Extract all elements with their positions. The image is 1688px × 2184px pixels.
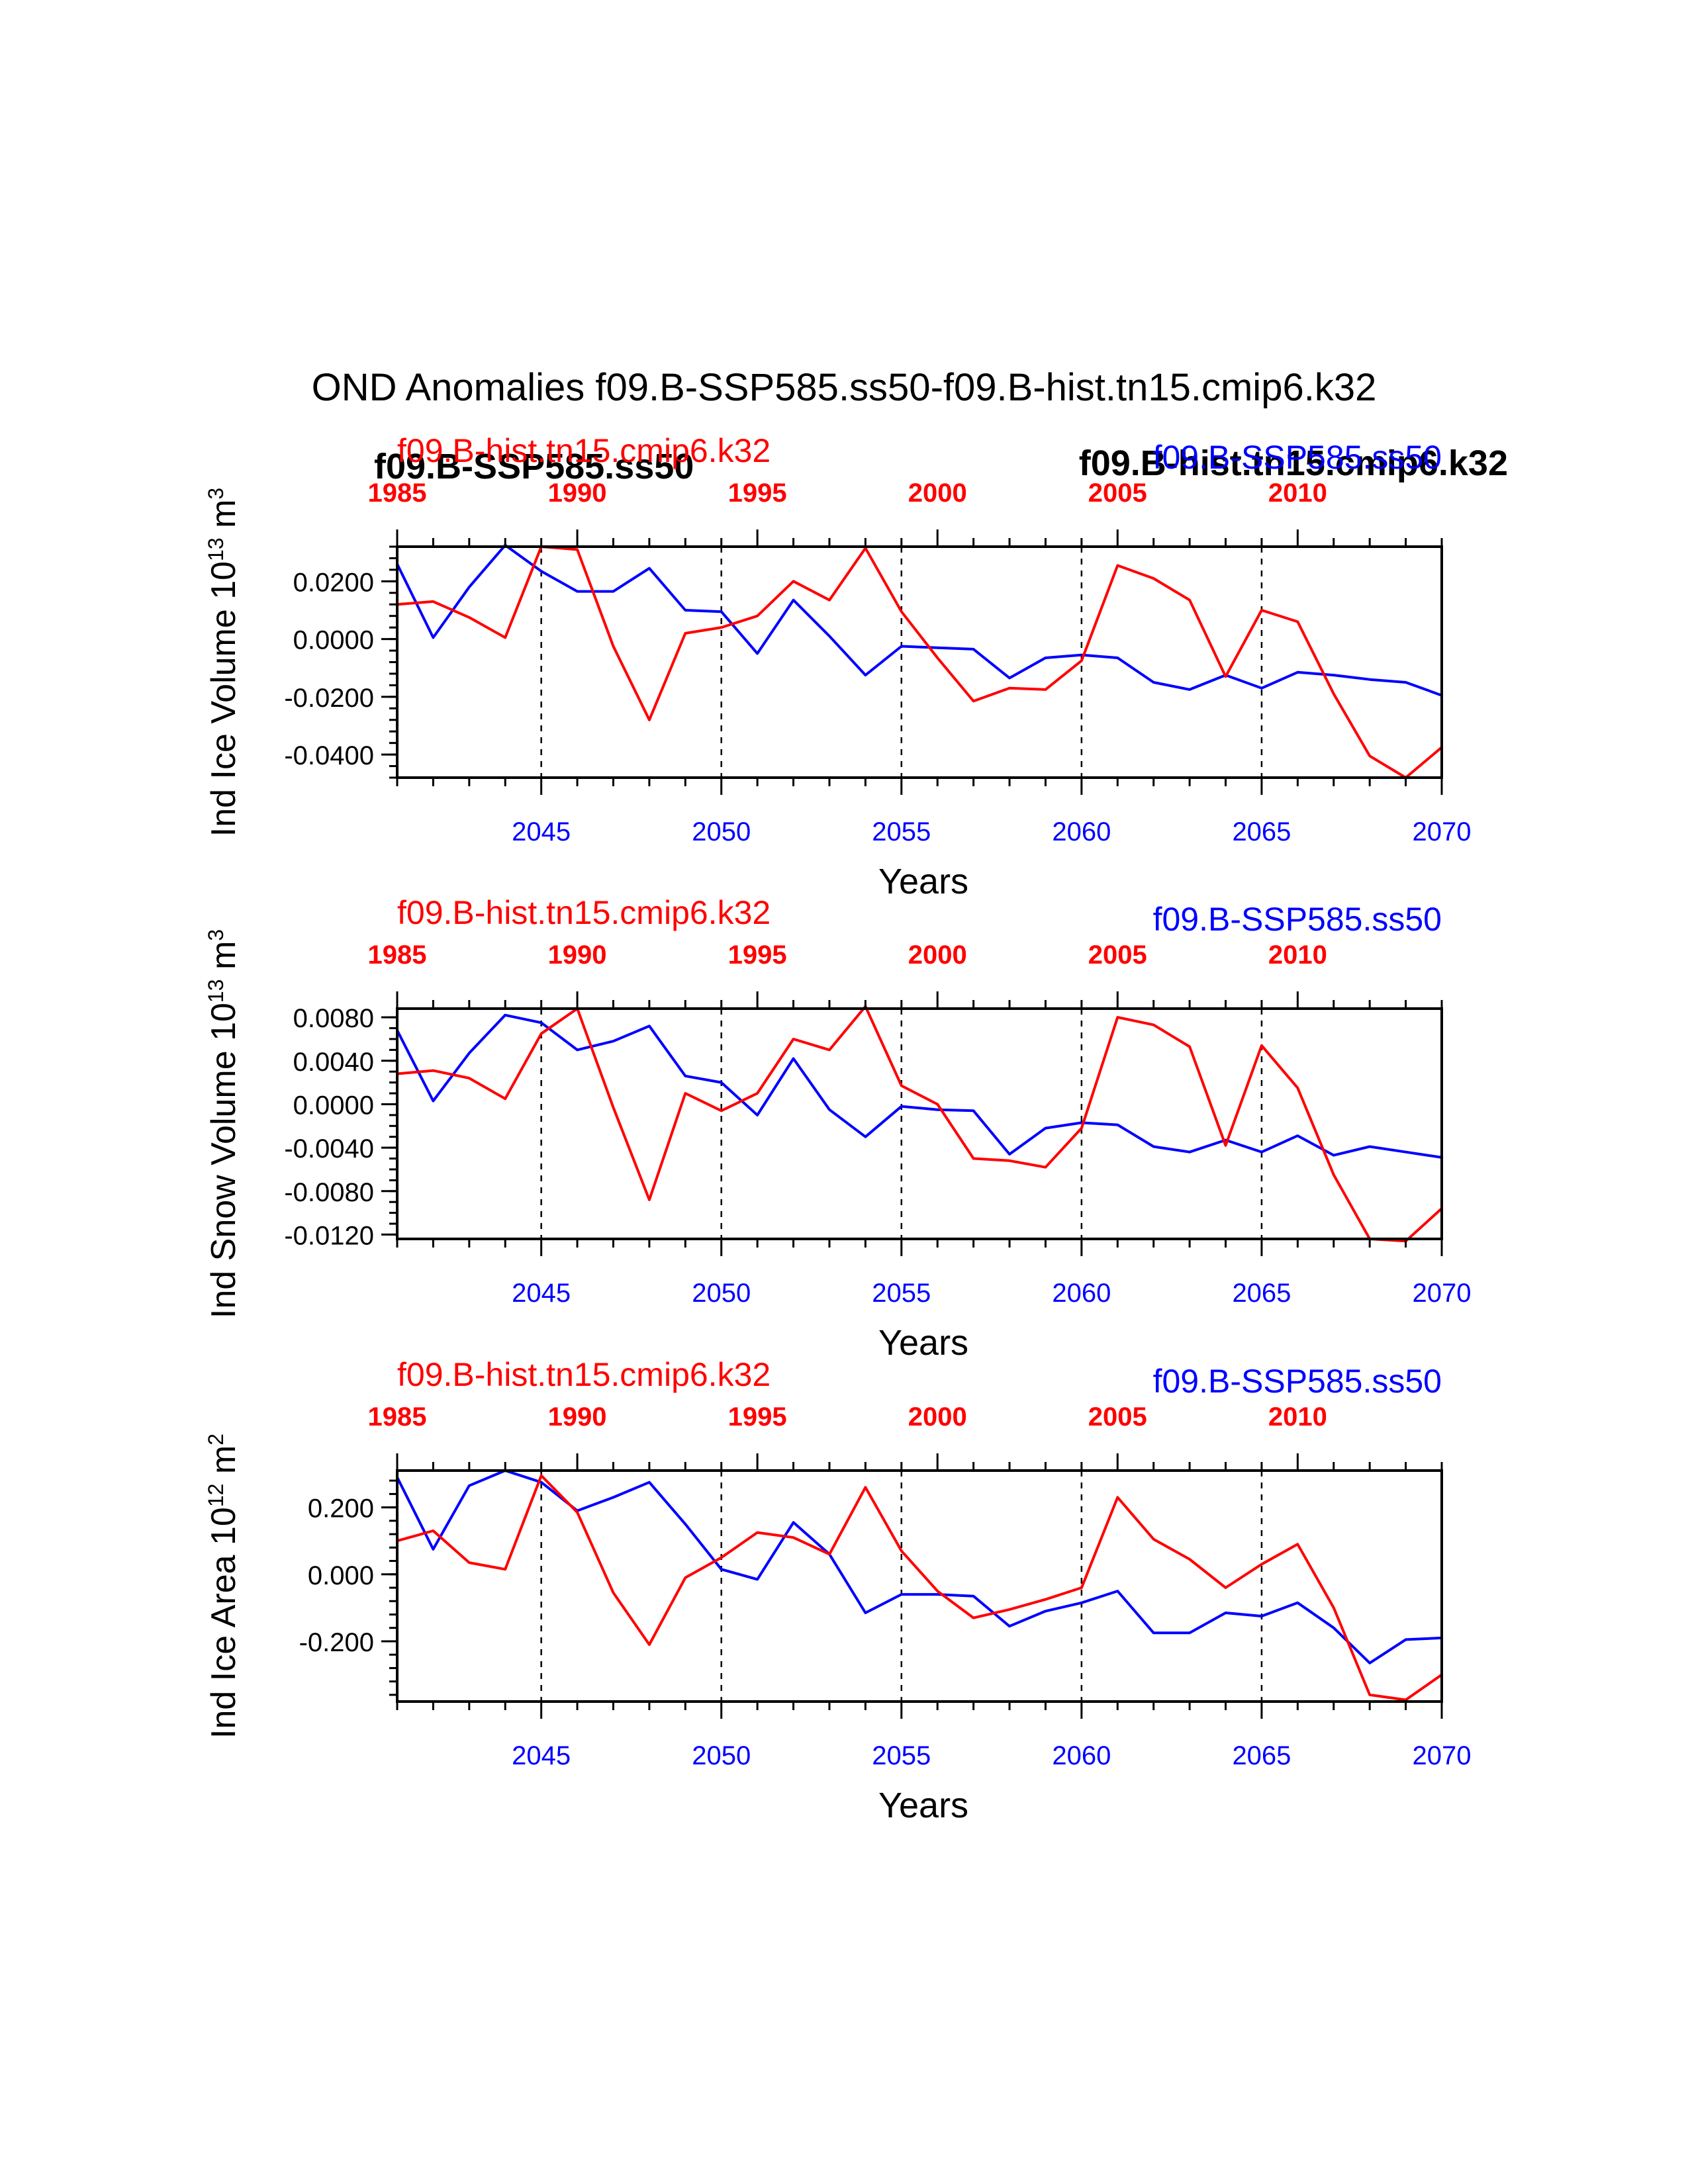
y-axis-title-exponent: 3 [204, 488, 228, 500]
top-x-tick-label: 1985 [368, 1402, 427, 1432]
y-axis-title: Ind Snow Volume 1013 m3 [204, 929, 243, 1318]
series-line-ssp [396, 543, 1442, 697]
y-tick-label: -0.200 [299, 1628, 374, 1657]
y-axis-title-part: m [205, 941, 243, 979]
y-axis-title-exponent: 12 [204, 1484, 228, 1508]
y-tick-label: 0.0040 [293, 1048, 374, 1077]
panel-3: -0.200 0.000 0.200 2045 2050 2055 2060 2065 2070… [204, 1356, 1471, 1825]
y-tick-label: 0.0000 [293, 1091, 374, 1120]
series-label-ssp: f09.B-SSP585.ss50 [1153, 439, 1442, 476]
series-label-ssp: f09.B-SSP585.ss50 [1153, 901, 1442, 938]
overlay-series-label-ssp: f09.B-SSP585.ss50 [374, 447, 694, 486]
x-tick-label: 2060 [1052, 1279, 1111, 1308]
y-tick-label: -0.0400 [284, 741, 374, 770]
x-tick-label: 2070 [1413, 1279, 1472, 1308]
top-x-tick-label: 1985 [368, 940, 427, 970]
top-x-tick-label: 1985 [368, 478, 427, 508]
x-tick-label: 2050 [692, 1279, 751, 1308]
top-x-tick-label: 1990 [548, 940, 607, 970]
overlay-series-label-hist: f09.B-hist.tn15.cmip6.k32 [1079, 443, 1508, 483]
top-x-tick-label: 2010 [1268, 940, 1327, 970]
y-axis-title-exponent: 13 [204, 537, 228, 561]
top-x-tick-label: 1995 [728, 940, 787, 970]
x-tick-label: 2055 [872, 1741, 931, 1770]
top-x-tick-label: 2010 [1268, 1402, 1327, 1432]
x-tick-label: 2050 [692, 817, 751, 846]
y-axis-title-exponent: 2 [204, 1433, 228, 1445]
x-tick-label: 2045 [512, 1741, 571, 1770]
x-axis-title: Years [878, 1786, 968, 1825]
y-axis-title-part: Ind Snow Volume 10 [205, 1003, 243, 1318]
panel-1: -0.0400 -0.0200 0.0000 0.0200 2045 2050 2055 20… [204, 432, 1471, 901]
y-tick-label: -0.0200 [284, 684, 374, 713]
x-tick-label: 2055 [872, 1279, 931, 1308]
x-tick-label: 2070 [1413, 817, 1472, 846]
y-tick-label: -0.0040 [284, 1134, 374, 1163]
x-tick-label: 2070 [1413, 1741, 1472, 1770]
y-axis-title-exponent: 3 [204, 929, 228, 941]
y-axis-title-part: Ind Ice Area 10 [205, 1507, 243, 1739]
y-tick-label: 0.000 [308, 1561, 374, 1590]
series-label-hist: f09.B-hist.tn15.cmip6.k32 [397, 1356, 771, 1393]
top-x-tick-label: 2005 [1088, 940, 1147, 970]
top-x-tick-label: 2005 [1088, 478, 1147, 508]
x-axis-title: Years [878, 1323, 968, 1363]
y-tick-label: -0.0080 [284, 1178, 374, 1207]
plot-frame [396, 545, 1443, 779]
top-x-tick-label: 2000 [908, 478, 967, 508]
top-x-tick-label: 2010 [1268, 478, 1327, 508]
y-axis-title: Ind Ice Volume 1013 m3 [204, 488, 243, 837]
series-line-hist [397, 1005, 1443, 1243]
x-tick-label: 2045 [512, 1279, 571, 1308]
y-axis-title-exponent: 13 [204, 979, 228, 1003]
series-label-ssp: f09.B-SSP585.ss50 [1153, 1363, 1442, 1400]
y-tick-label: 0.0000 [293, 626, 374, 655]
top-x-tick-label: 2000 [908, 940, 967, 970]
y-axis-title: Ind Ice Area 1012 m2 [204, 1433, 243, 1739]
series-line-ssp [396, 1013, 1442, 1159]
x-tick-label: 2060 [1052, 1741, 1111, 1770]
x-tick-label: 2050 [692, 1741, 751, 1770]
series-line-hist [397, 545, 1443, 779]
y-axis-title-part: Ind Ice Volume 10 [205, 561, 243, 837]
x-tick-label: 2065 [1232, 817, 1291, 846]
top-x-tick-label: 2000 [908, 1402, 967, 1432]
plot-frame [396, 1469, 1443, 1703]
panel-2: -0.0120 -0.0080 -0.0040 0.0000 0.0040 0.0080 2… [204, 894, 1471, 1363]
series-label-hist: f09.B-hist.tn15.cmip6.k32 [397, 894, 771, 931]
y-axis-title-part: m [205, 500, 243, 538]
series-line-ssp [396, 1469, 1442, 1664]
series-label-hist: f09.B-hist.tn15.cmip6.k32 [397, 432, 771, 469]
plot-frame [396, 1007, 1443, 1240]
y-tick-label: 0.0200 [293, 568, 374, 597]
x-axis-title: Years [878, 862, 968, 901]
x-tick-label: 2045 [512, 817, 571, 846]
y-tick-label: -0.0120 [284, 1221, 374, 1250]
top-x-tick-label: 1995 [728, 478, 787, 508]
figure-title: OND Anomalies f09.B-SSP585.ss50-f09.B-hi… [312, 366, 1377, 409]
y-tick-label: 0.0080 [293, 1004, 374, 1033]
x-tick-label: 2055 [872, 817, 931, 846]
y-axis-title-part: m [205, 1445, 243, 1484]
top-x-tick-label: 2005 [1088, 1402, 1147, 1432]
top-x-tick-label: 1990 [548, 478, 607, 508]
x-tick-label: 2065 [1232, 1741, 1291, 1770]
top-x-tick-label: 1990 [548, 1402, 607, 1432]
top-x-tick-label: 1995 [728, 1402, 787, 1432]
x-tick-label: 2065 [1232, 1279, 1291, 1308]
x-tick-label: 2060 [1052, 817, 1111, 846]
y-tick-label: 0.200 [308, 1494, 374, 1524]
series-line-hist [397, 1474, 1443, 1702]
